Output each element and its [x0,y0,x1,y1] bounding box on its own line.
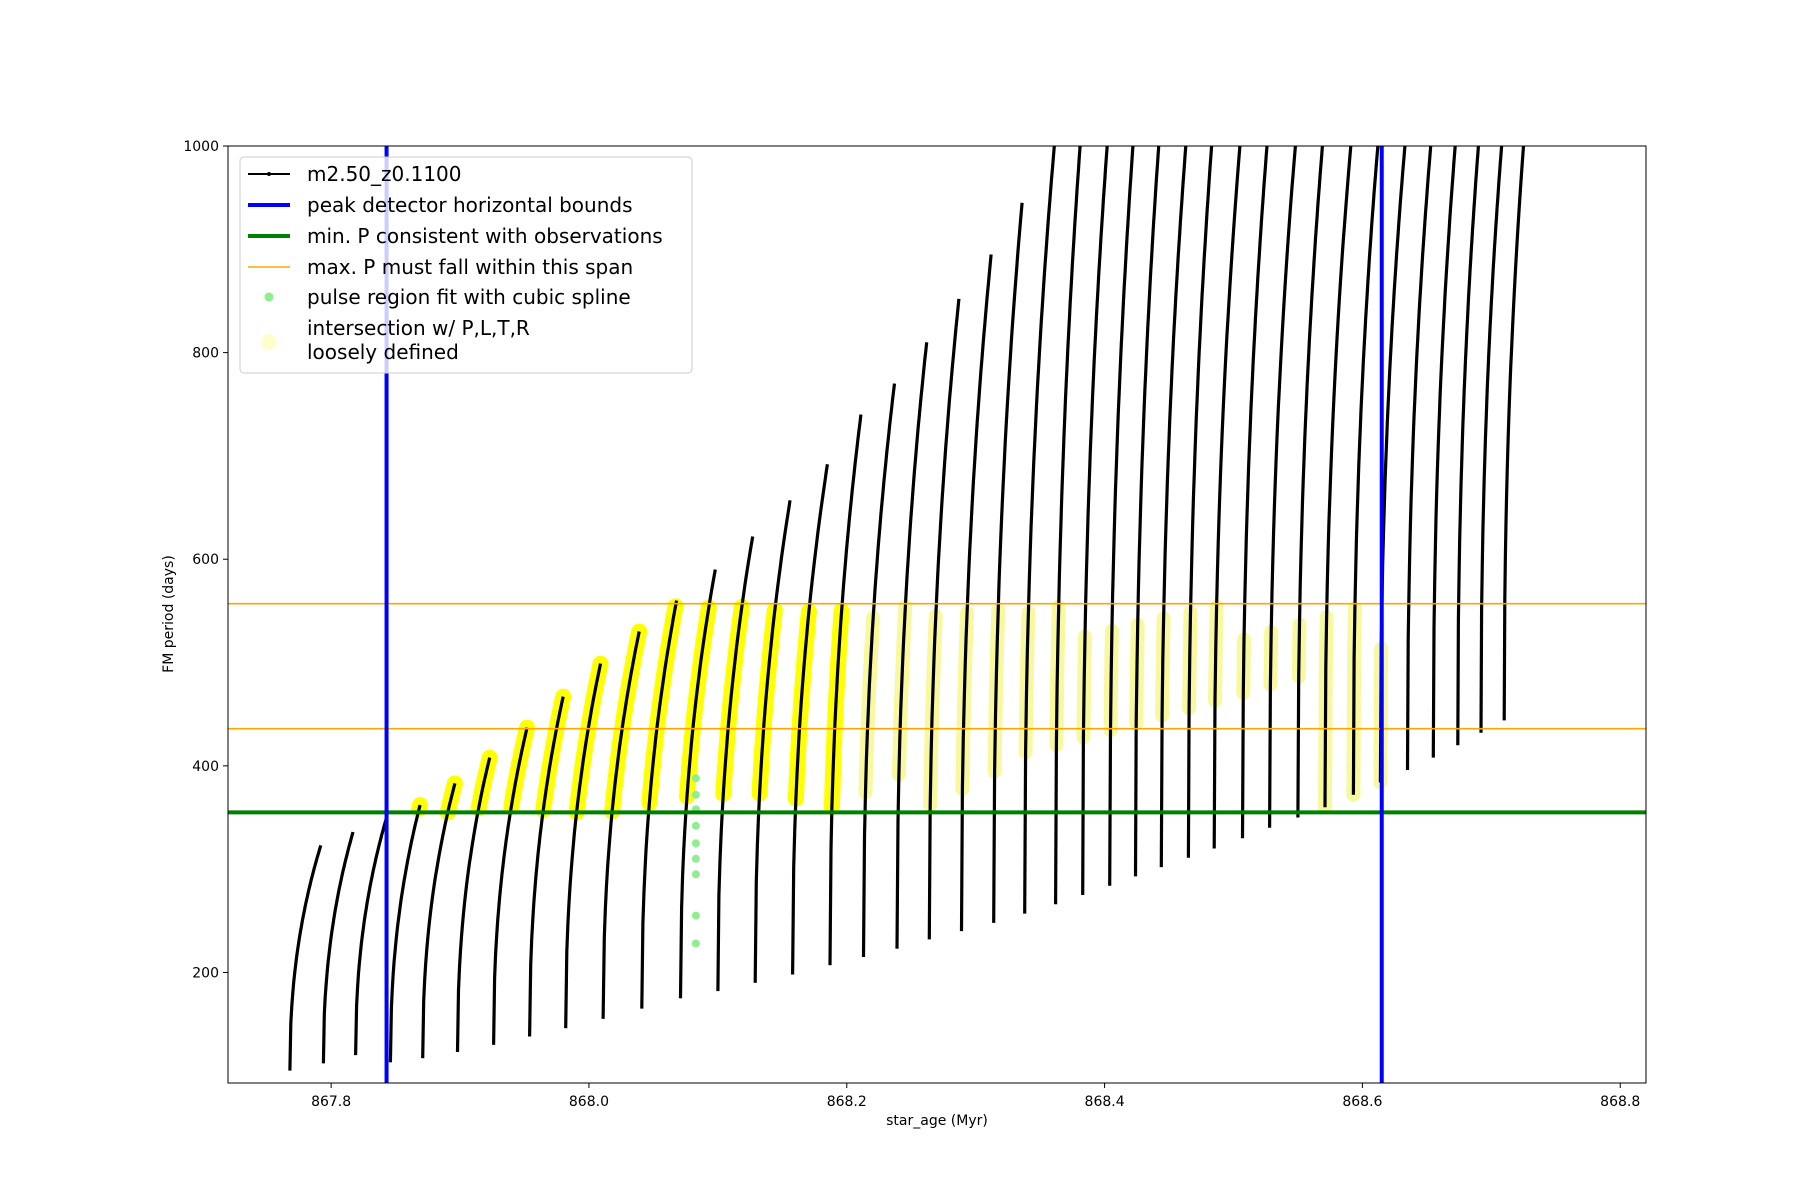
y-tick-label-1: 400 [192,759,219,775]
pulse-curve-35 [1405,146,1433,771]
pulse-curve-27 [1186,146,1214,858]
pulse-curve-22 [1054,146,1082,905]
pulse-curve-33 [1351,146,1380,795]
pulse-curve-39 [1502,146,1526,721]
pulse-curve-28 [1212,146,1242,849]
spline-point-7 [691,790,700,799]
pulse-curve-2 [354,817,389,1056]
pulse-curve-29 [1240,146,1269,839]
pulse-curve-20 [992,202,1024,923]
pulse-curve-32 [1323,146,1353,808]
plot-frame [227,145,1647,1084]
legend-label-orange: max. P must fall within this span [307,255,633,279]
pulse-curve-24 [1108,146,1135,886]
x-tick-label-4: 868.6 [1342,1094,1382,1110]
y-tick-label-2: 600 [192,552,219,568]
pulse-curve-0 [288,844,323,1071]
spline-point-2 [691,870,700,879]
legend-label-model: m2.50_z0.1100 [307,162,462,186]
legend-swatch-spline [264,292,274,302]
spline-point-1 [691,911,700,920]
x-tick-label-2: 868.2 [827,1094,867,1110]
x-axis-label: star_age (Myr) [886,1113,988,1129]
pulse-curve-36 [1431,146,1457,758]
plot-content [288,146,1526,1071]
y-axis-label: FM period (days) [161,555,177,673]
y-tick-label-3: 800 [192,346,219,362]
legend-label-intersection-line2: loosely defined [307,340,459,364]
pulse-curve-31 [1296,146,1324,818]
legend-label-green: min. P consistent with observations [307,224,663,248]
pulse-curve-14 [791,463,829,975]
pulse-curve-37 [1456,146,1480,746]
legend-label-spline: pulse region fit with cubic spline [307,285,631,309]
pulse-curve-9 [601,631,641,1019]
pulse-curve-23 [1081,146,1109,896]
legend-swatch-model-dot [267,172,271,176]
pulse-curve-5 [455,757,492,1053]
pulse-curve-26 [1159,146,1188,868]
pulse-curve-3 [388,804,422,1063]
pulse-curve-8 [564,663,603,1029]
x-tick-label-1: 868.0 [569,1094,609,1110]
pulse-curve-4 [421,783,457,1059]
pulse-curve-12 [716,536,755,992]
spline-point-4 [691,839,700,848]
pulse-curve-38 [1479,146,1504,733]
spline-fit-points [691,774,700,948]
legend-label-blue: peak detector horizontal bounds [307,193,633,217]
pulse-curve-16 [861,383,897,958]
pulse-curve-13 [753,500,792,983]
spline-point-8 [691,774,700,783]
y-tick-label-0: 200 [192,965,219,981]
pulse-curve-17 [895,342,929,949]
pulse-curve-19 [959,254,993,932]
pulse-curve-1 [321,831,355,1064]
x-tick-label-3: 868.4 [1085,1094,1125,1110]
legend: m2.50_z0.1100 peak detector horizontal b… [239,156,693,374]
legend-box [239,156,693,374]
pulse-curve-30 [1268,146,1297,828]
spline-point-0 [691,939,700,948]
pulse-curve-34 [1378,146,1407,783]
legend-swatch-intersection [261,334,277,350]
y-tick-label-4: 1000 [183,139,219,155]
x-tick-label-5: 868.8 [1600,1094,1640,1110]
pulse-curve-10 [640,600,679,1009]
spline-point-5 [691,821,700,830]
legend-label-intersection-line1: intersection w/ P,L,T,R [307,316,530,340]
pulse-curve-18 [927,298,961,940]
pulse-curve-7 [528,696,565,1037]
x-tick-label-0: 867.8 [311,1094,351,1110]
pulse-curve-21 [1023,146,1056,914]
axes: 867.8 868.0 868.2 868.4 868.6 868.8 200 400 600 8… [183,139,1640,1110]
pulse-curve-25 [1133,146,1161,877]
pulse-curve-15 [828,414,863,966]
spline-point-3 [691,854,700,863]
